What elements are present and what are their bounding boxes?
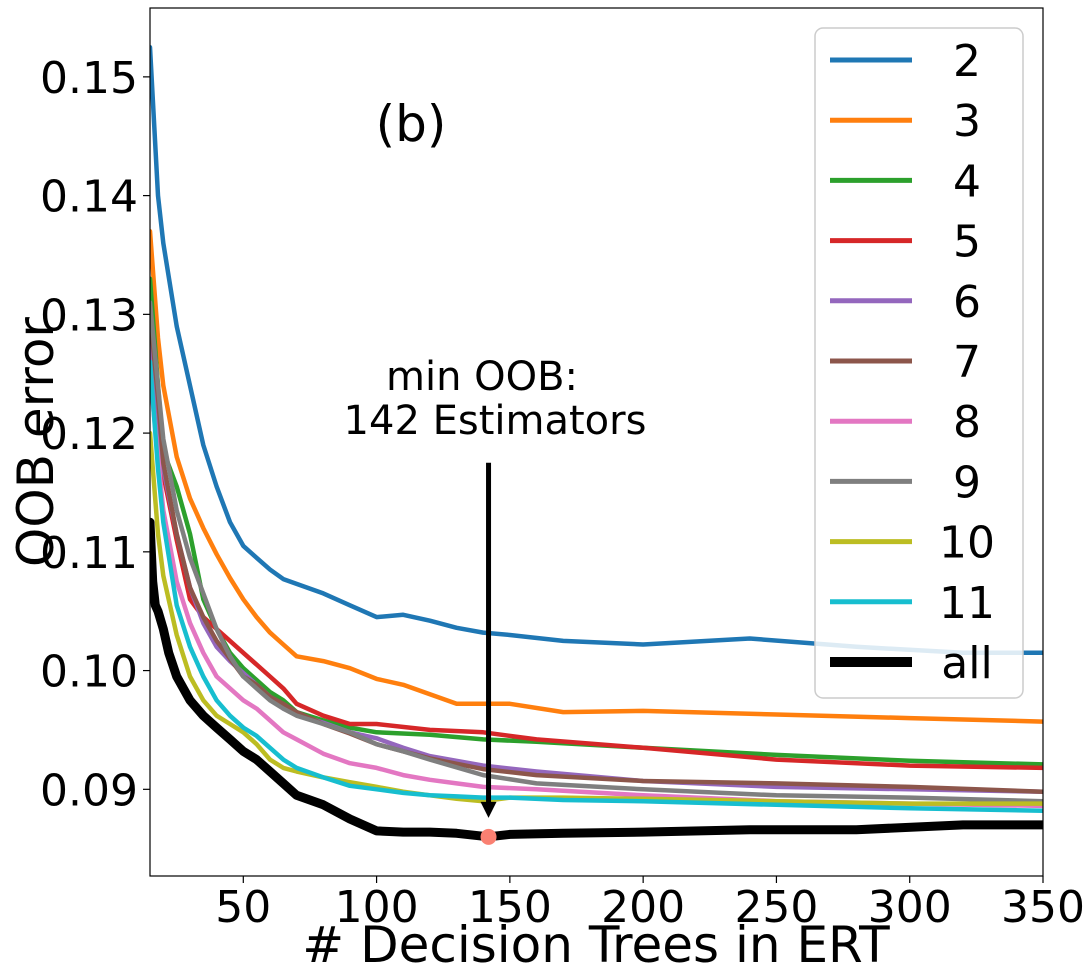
series-line-5	[150, 347, 1043, 771]
y-tick-label: 0.11	[40, 528, 138, 579]
y-tick-label: 0.12	[40, 409, 138, 460]
legend-box	[814, 27, 1024, 699]
series-line-11	[150, 359, 1043, 813]
legend-label-9: 9	[953, 457, 981, 508]
series-line-7	[150, 312, 1043, 794]
legend-label-3: 3	[953, 96, 981, 147]
x-tick-label: 100	[335, 882, 419, 933]
panel-label: (b)	[376, 95, 447, 153]
x-axis: 50 100 150 200 250 300 350	[215, 876, 1085, 933]
legend: 2 3 4 5 6 7 8 9 10 11 all	[814, 27, 1024, 699]
legend-label-10: 10	[939, 518, 995, 569]
legend-label-11: 11	[939, 578, 995, 629]
legend-label-all: all	[941, 638, 992, 689]
annotation-arrow-head	[480, 801, 497, 818]
x-tick-label: 300	[868, 882, 952, 933]
legend-label-7: 7	[953, 337, 981, 388]
series-line-3	[150, 228, 1043, 724]
series-line-2	[150, 44, 1043, 656]
y-axis: 0.09 0.10 0.11 0.12 0.13 0.14 0.15	[40, 53, 150, 816]
x-tick-label: 200	[601, 882, 685, 933]
x-tick-label: 250	[734, 882, 818, 933]
legend-label-8: 8	[953, 397, 981, 448]
y-axis-title: OOB error	[7, 317, 65, 567]
x-axis-title: # Decision Trees in ERT	[302, 916, 890, 974]
legend-label-6: 6	[953, 277, 981, 328]
x-tick-label: 50	[215, 882, 271, 933]
y-tick-label: 0.13	[40, 290, 138, 341]
series-line-8	[150, 371, 1043, 809]
y-tick-label: 0.15	[40, 53, 138, 104]
annotation-line-2: 142 Estimators	[344, 398, 647, 444]
annotation-layer	[480, 462, 497, 845]
y-tick-label: 0.09	[40, 765, 138, 816]
y-tick-label: 0.14	[40, 172, 138, 223]
series-layer	[150, 44, 1043, 842]
series-line-all	[150, 517, 1043, 842]
legend-label-5: 5	[953, 217, 981, 268]
legend-label-4: 4	[953, 156, 981, 207]
min-oob-marker	[480, 828, 497, 845]
y-tick-label: 0.10	[40, 647, 138, 698]
x-tick-label: 350	[1001, 882, 1085, 933]
series-line-9	[150, 300, 1043, 804]
plot-frame	[149, 7, 1044, 877]
x-tick-label: 150	[468, 882, 552, 933]
annotation-line-1: min OOB:	[386, 354, 578, 400]
legend-label-2: 2	[953, 36, 981, 87]
